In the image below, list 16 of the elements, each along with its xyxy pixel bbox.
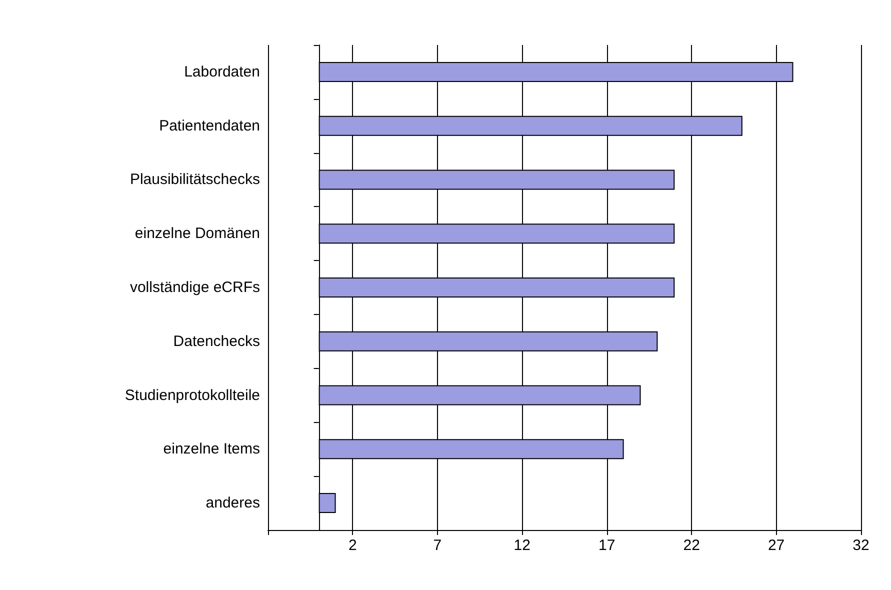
x-tick-label: 22 <box>683 537 700 554</box>
y-tick-label: einzelne Domänen <box>134 225 260 242</box>
x-tick-label: 2 <box>348 537 357 554</box>
x-tick-label: 27 <box>768 537 785 554</box>
y-tick-label: vollständige eCRFs <box>130 279 260 296</box>
y-tick-label: Patientendaten <box>159 117 260 134</box>
y-tick-label: einzelne Items <box>163 440 260 458</box>
x-tick-label: 17 <box>598 537 616 554</box>
y-tick-label: Labordaten <box>184 63 260 80</box>
y-tick-label: Datenchecks <box>173 332 260 350</box>
y-tick-label: anderes <box>206 494 260 512</box>
x-tick-label: 12 <box>514 537 530 554</box>
y-tick-label: Studienprotokollteile <box>124 386 260 404</box>
y-tick-label: Plausibilitätschecks <box>130 171 260 188</box>
x-tick-label: 32 <box>852 537 870 554</box>
x-tick-label: 7 <box>433 537 442 554</box>
